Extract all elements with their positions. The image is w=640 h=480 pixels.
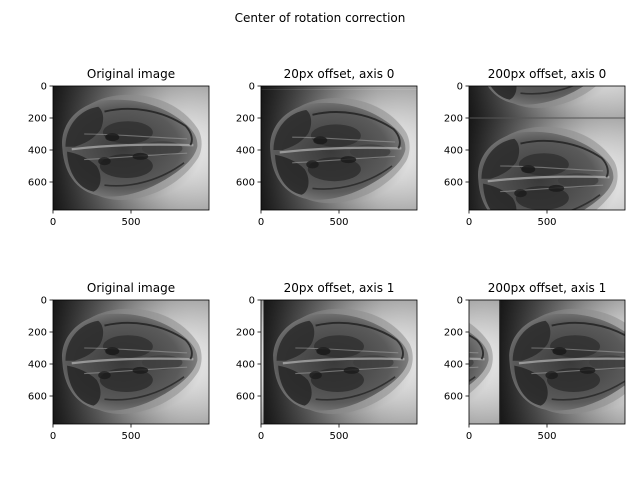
y-tick-label: 0 bbox=[249, 296, 255, 307]
x-tick-label: 0 bbox=[466, 431, 472, 442]
y-tick-label: 200 bbox=[236, 328, 255, 339]
y-tick-label: 200 bbox=[236, 114, 255, 125]
panel-2: 20px offset, axis 0 0 200 400 600 0 500 bbox=[236, 67, 418, 228]
y-tick-label: 400 bbox=[28, 360, 47, 371]
panel-5: 20px offset, axis 1 0 200 400 600 0 500 bbox=[236, 281, 418, 442]
y-tick-label: 400 bbox=[444, 146, 463, 157]
figure-title: Center of rotation correction bbox=[235, 11, 406, 25]
y-tick-label: 600 bbox=[236, 392, 255, 403]
y-tick-label: 400 bbox=[236, 146, 255, 157]
y-tick-label: 600 bbox=[236, 178, 255, 189]
y-tick-label: 200 bbox=[28, 328, 47, 339]
x-tick-label: 500 bbox=[121, 217, 140, 228]
y-tick-label: 600 bbox=[444, 392, 463, 403]
y-tick-label: 200 bbox=[444, 328, 463, 339]
panel-title: Original image bbox=[87, 67, 175, 81]
panel-title: 200px offset, axis 0 bbox=[488, 67, 607, 81]
x-tick-label: 0 bbox=[466, 217, 472, 228]
y-tick-label: 600 bbox=[28, 178, 47, 189]
panel-6: 200px offset, axis 1 0 200 400 600 0 500 bbox=[444, 281, 626, 442]
x-tick-label: 0 bbox=[258, 431, 264, 442]
y-tick-label: 0 bbox=[41, 296, 47, 307]
panel-image bbox=[261, 300, 417, 424]
panel-image bbox=[469, 300, 625, 424]
panel-title: 200px offset, axis 1 bbox=[488, 281, 607, 295]
y-tick-label: 200 bbox=[444, 114, 463, 125]
panel-image bbox=[53, 86, 209, 210]
x-tick-label: 500 bbox=[121, 431, 140, 442]
y-tick-label: 0 bbox=[249, 82, 255, 93]
panel-4: Original image 0 200 400 600 0 500 bbox=[28, 281, 210, 442]
y-tick-label: 0 bbox=[41, 82, 47, 93]
x-tick-label: 500 bbox=[537, 431, 556, 442]
x-tick-label: 500 bbox=[329, 431, 348, 442]
panel-title: Original image bbox=[87, 281, 175, 295]
y-tick-label: 200 bbox=[28, 114, 47, 125]
x-tick-label: 500 bbox=[329, 217, 348, 228]
y-tick-label: 600 bbox=[28, 392, 47, 403]
y-tick-label: 0 bbox=[457, 82, 463, 93]
y-tick-label: 400 bbox=[236, 360, 255, 371]
panel-title: 20px offset, axis 0 bbox=[284, 67, 395, 81]
x-tick-label: 0 bbox=[50, 217, 56, 228]
y-tick-label: 400 bbox=[28, 146, 47, 157]
y-tick-label: 0 bbox=[457, 296, 463, 307]
panel-1: Original image 0 200 400 600 0 500 bbox=[28, 67, 210, 228]
x-tick-label: 0 bbox=[50, 431, 56, 442]
panel-title: 20px offset, axis 1 bbox=[284, 281, 395, 295]
y-tick-label: 600 bbox=[444, 178, 463, 189]
y-tick-label: 400 bbox=[444, 360, 463, 371]
x-tick-label: 500 bbox=[537, 217, 556, 228]
panel-image bbox=[53, 300, 209, 424]
x-tick-label: 0 bbox=[258, 217, 264, 228]
panel-image bbox=[261, 86, 417, 210]
panel-image bbox=[469, 86, 625, 210]
panel-3: 200px offset, axis 0 0 200 400 600 0 500 bbox=[444, 67, 626, 228]
